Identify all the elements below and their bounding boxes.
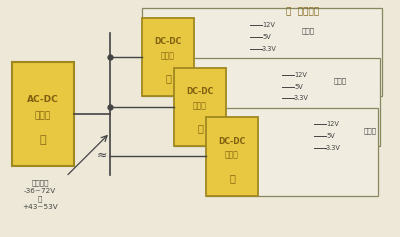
Text: 转换器: 转换器: [161, 51, 175, 60]
Bar: [12, 62, 74, 166]
Text: 兴: 兴: [165, 73, 171, 83]
Text: 兴: 兴: [40, 135, 46, 145]
Text: 转换器: 转换器: [193, 101, 207, 110]
Text: ≈: ≈: [97, 149, 107, 162]
Text: DC-DC: DC-DC: [218, 137, 246, 146]
Text: 12V: 12V: [326, 121, 339, 128]
Text: 5V: 5V: [294, 83, 303, 90]
Bar: [142, 8, 382, 96]
Text: 5V: 5V: [262, 34, 271, 40]
Text: 兴  隔离通道: 兴 隔离通道: [286, 7, 319, 16]
Text: 系统卡: 系统卡: [334, 77, 347, 84]
Bar: [206, 108, 378, 196]
Text: 转换器: 转换器: [225, 151, 239, 160]
Text: DC-DC: DC-DC: [186, 87, 214, 96]
Text: 3.3V: 3.3V: [326, 145, 341, 151]
Text: 分配总线
-36~72V
或
+43~53V: 分配总线 -36~72V 或 +43~53V: [22, 179, 58, 210]
Bar: [174, 58, 380, 146]
Text: 5V: 5V: [326, 133, 335, 139]
Text: DC-DC: DC-DC: [154, 37, 182, 46]
Text: 3.3V: 3.3V: [262, 46, 277, 52]
Bar: [206, 117, 258, 196]
Bar: [174, 68, 226, 146]
Text: 12V: 12V: [262, 22, 275, 28]
Text: 系统卡: 系统卡: [302, 27, 315, 34]
Text: 12V: 12V: [294, 72, 307, 78]
Text: 转换器: 转换器: [35, 112, 51, 121]
Text: 兴: 兴: [229, 173, 235, 183]
Text: 3.3V: 3.3V: [294, 95, 309, 101]
Bar: [142, 18, 194, 96]
Text: 兴: 兴: [197, 123, 203, 133]
Text: 系统卡: 系统卡: [364, 127, 377, 134]
Text: AC-DC: AC-DC: [27, 95, 59, 104]
